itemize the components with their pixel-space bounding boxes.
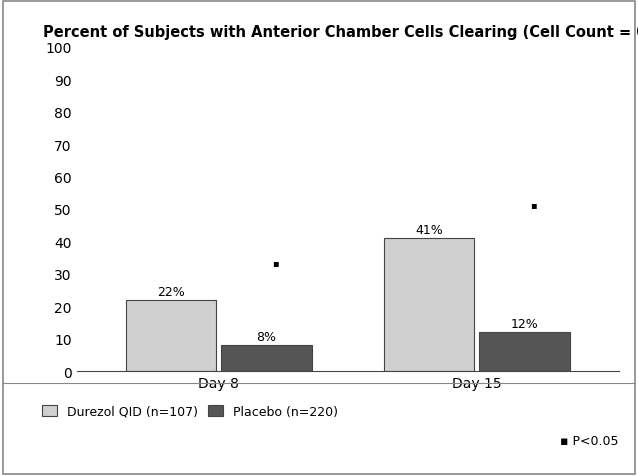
Text: ▪: ▪ <box>272 258 279 268</box>
Text: 12%: 12% <box>511 317 538 330</box>
Text: 8%: 8% <box>256 330 276 344</box>
Bar <box>384 238 474 371</box>
Legend: Durezol QID (n=107), Placebo (n=220): Durezol QID (n=107), Placebo (n=220) <box>38 401 342 422</box>
Text: 22%: 22% <box>157 285 184 298</box>
Text: 41%: 41% <box>415 224 443 237</box>
Bar <box>221 346 311 371</box>
Text: ▪: ▪ <box>530 199 537 209</box>
Title: Percent of Subjects with Anterior Chamber Cells Clearing (Cell Count = 0): Percent of Subjects with Anterior Chambe… <box>43 25 638 40</box>
Bar <box>126 300 216 371</box>
Bar <box>479 332 570 371</box>
Text: ▪ P<0.05: ▪ P<0.05 <box>560 435 619 447</box>
